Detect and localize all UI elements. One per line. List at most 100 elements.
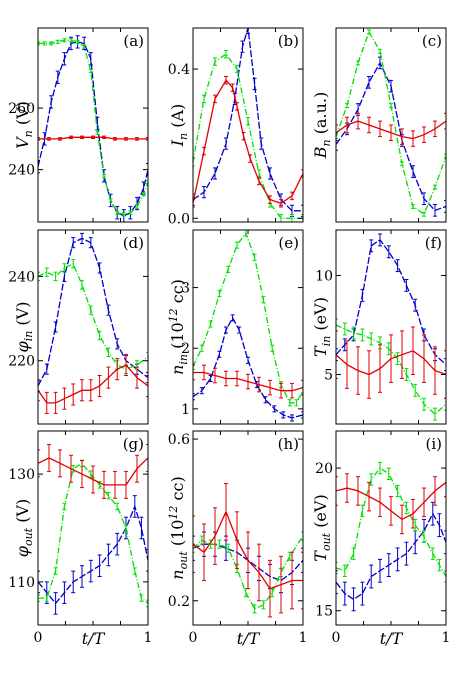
panel-temp-in: 5 10 Tin (eV) (f) — [311, 229, 447, 425]
panel-label: (e) — [278, 234, 299, 252]
y-tick-label: 10 — [315, 269, 333, 285]
y-tick-label: 5 — [324, 368, 333, 384]
y-tick-label: 0.2 — [168, 594, 190, 610]
series-green — [38, 259, 148, 374]
series-green — [193, 230, 303, 407]
plot-area — [193, 483, 303, 618]
series-line-blue — [193, 316, 303, 419]
panel-label: (d) — [123, 234, 144, 252]
series-green — [193, 49, 303, 222]
series-line-blue — [38, 504, 148, 605]
y-tick-label: 110 — [8, 575, 35, 591]
panel-current: 0.0 0.4 In (A) (b) — [168, 27, 304, 227]
plot-area — [38, 35, 148, 222]
y-tick-label: 3 — [181, 281, 190, 297]
panel-label: (c) — [422, 32, 442, 50]
series-line-red — [38, 457, 148, 486]
series-line-green — [193, 535, 303, 610]
panel-density-out: 0.2 0.6 0 1 t/T nout (1012 cc) (h) — [167, 430, 308, 648]
y-tick-label: 1 — [181, 402, 190, 418]
series-line-blue — [336, 512, 446, 601]
x-tick-label: 0 — [332, 630, 341, 646]
series-blue — [38, 232, 148, 392]
series-blue — [38, 495, 148, 615]
series-line-red — [38, 136, 148, 140]
axes-frame — [37, 229, 149, 425]
x-axis-label: t/T — [237, 629, 261, 648]
panel-label: (g) — [123, 435, 144, 453]
y-axis-label: Tin (eV) — [311, 297, 333, 357]
series-blue — [38, 35, 148, 222]
x-tick-label: 1 — [144, 630, 153, 646]
y-tick-label: 0.0 — [168, 211, 190, 227]
series-line-green — [336, 324, 446, 415]
series-red — [336, 112, 446, 147]
y-tick-label: 0.6 — [168, 432, 190, 448]
series-line-green — [336, 467, 446, 577]
series-line-red — [336, 481, 446, 521]
x-axis-label: t/T — [380, 629, 404, 648]
y-axis-label: Vn (V) — [13, 101, 35, 149]
series-green — [38, 38, 148, 217]
plot-area — [193, 230, 303, 422]
x-tick-label: 0 — [34, 630, 43, 646]
y-tick-label: 20 — [315, 461, 333, 477]
series-line-green — [38, 462, 148, 604]
panel-field: Bn (a.u.) (c) — [311, 27, 447, 223]
y-tick-label: 0.4 — [168, 62, 190, 78]
series-red — [38, 443, 148, 499]
series-line-blue — [336, 61, 446, 212]
panel-potential-out: 110 130 0 1 t/T φout (V) (g) — [8, 430, 153, 648]
y-tick-label: 240 — [8, 269, 35, 285]
series-line-green — [38, 262, 148, 370]
series-line-green — [38, 39, 148, 215]
y-tick-label: 130 — [8, 467, 35, 483]
y-tick-label: 2 — [181, 341, 190, 357]
series-green — [336, 461, 446, 583]
y-tick-label: 240 — [8, 163, 35, 179]
series-red — [193, 76, 303, 208]
panel-label: (i) — [425, 435, 442, 453]
series-line-green — [193, 231, 303, 404]
series-line-green — [193, 53, 303, 219]
series-red — [336, 326, 446, 399]
series-red — [193, 364, 303, 399]
y-axis-label: Tout (eV) — [311, 494, 333, 561]
series-green — [336, 29, 446, 217]
y-axis-label: nout (1012 cc) — [167, 476, 190, 579]
plot-area — [38, 232, 148, 414]
series-line-blue — [38, 41, 148, 217]
series-green — [336, 318, 446, 421]
panel-temp-out: 15 20 0 1 t/T Tout (eV) (i) — [311, 430, 451, 648]
series-red — [38, 353, 148, 414]
series-line-red — [336, 350, 446, 376]
axes-frame — [37, 27, 149, 223]
x-tick-label: 1 — [442, 630, 451, 646]
panel-label: (b) — [278, 32, 299, 50]
y-axis-label: nin (1012 cc) — [167, 279, 190, 375]
panel-label: (a) — [123, 32, 144, 50]
series-line-green — [336, 30, 446, 216]
y-axis-label: φout (V) — [13, 499, 35, 557]
y-tick-label: 260 — [8, 101, 35, 117]
x-axis-label: t/T — [82, 629, 106, 648]
panel-label: (h) — [278, 435, 299, 453]
x-tick-label: 1 — [299, 630, 308, 646]
y-tick-label: 15 — [315, 604, 333, 620]
series-line-red — [336, 120, 446, 140]
y-axis-label: φin (V) — [13, 302, 35, 353]
y-axis-label: Bn (a.u.) — [311, 92, 333, 159]
axes-frame — [335, 430, 447, 626]
series-red — [336, 467, 446, 535]
y-axis-label: In (A) — [168, 104, 190, 148]
series-red — [38, 135, 148, 141]
plot-area — [193, 28, 303, 222]
series-line-red — [38, 364, 148, 404]
plot-area — [38, 443, 148, 615]
y-tick-label: 220 — [8, 354, 35, 370]
x-tick-label: 0 — [189, 630, 198, 646]
series-line-red — [193, 371, 303, 392]
